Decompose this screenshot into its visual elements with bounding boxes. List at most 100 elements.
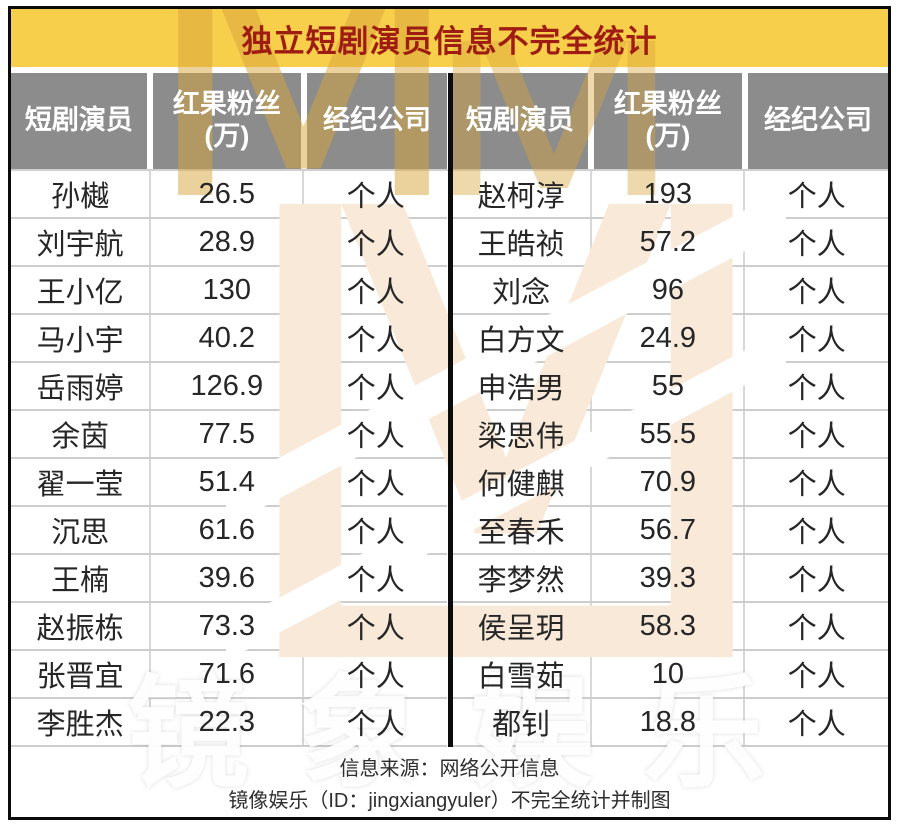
fans-count: 40.2	[198, 321, 256, 354]
agency-cell: 个人	[304, 651, 447, 697]
column-header-fans: 红果粉丝 (万)	[152, 73, 302, 169]
actor-name-cell: 翟一莹	[11, 459, 152, 505]
actor-name: 张晋宜	[36, 661, 124, 693]
fans-count: 56.7	[639, 513, 697, 546]
column-header-actor: 短剧演员	[452, 73, 588, 169]
agency-label: 个人	[346, 613, 405, 645]
column-header-actor: 短剧演员	[11, 73, 147, 169]
actor-name-cell: 刘宇航	[11, 219, 152, 265]
table-row: 至春禾 56.7 个人	[452, 507, 888, 555]
actor-name: 孙樾	[51, 181, 110, 213]
stats-table-card: 独立短剧演员信息不完全统计 短剧演员 红果粉丝 (万) 经纪公司 短剧演员	[8, 6, 891, 820]
table-row: 梁思伟 55.5 个人	[452, 411, 888, 459]
table-row: 刘宇航 28.9 个人	[11, 219, 447, 267]
fans-count: 26.5	[198, 177, 256, 210]
actor-name: 梁思伟	[477, 421, 565, 453]
actor-name: 刘宇航	[36, 229, 124, 261]
actor-name-cell: 赵柯淳	[452, 171, 593, 217]
table-row: 李胜杰 22.3 个人	[11, 699, 447, 747]
actor-name-cell: 白方文	[452, 315, 593, 361]
title-header-gap	[11, 67, 888, 73]
fans-count: 10	[651, 657, 684, 690]
agency-cell: 个人	[745, 219, 888, 265]
fans-count-cell: 57.2	[592, 219, 746, 265]
title-bar: 独立短剧演员信息不完全统计	[11, 9, 888, 67]
credit-note: 镜像娱乐（ID：jingxiangyuler）不完全统计并制图	[228, 789, 671, 812]
agency-cell: 个人	[745, 555, 888, 601]
column-header-fans: 红果粉丝 (万)	[593, 73, 743, 169]
agency-label: 个人	[787, 709, 846, 741]
table-row: 岳雨婷 126.9 个人	[11, 363, 447, 411]
fans-count-cell: 70.9	[592, 459, 746, 505]
column-header-agency: 经纪公司	[307, 73, 448, 169]
table-row: 翟一莹 51.4 个人	[11, 459, 447, 507]
agency-cell: 个人	[745, 267, 888, 313]
agency-label: 个人	[346, 229, 405, 261]
actor-name-cell: 王皓祯	[452, 219, 593, 265]
fans-count: 71.6	[198, 657, 256, 690]
agency-label: 个人	[787, 181, 846, 213]
actor-name: 李胜杰	[36, 709, 124, 741]
agency-cell: 个人	[304, 411, 447, 457]
fans-count: 96	[651, 273, 684, 306]
actor-name-cell: 王小亿	[11, 267, 152, 313]
actor-name-cell: 沉思	[11, 507, 152, 553]
table-row: 赵柯淳 193 个人	[452, 171, 888, 219]
agency-cell: 个人	[745, 363, 888, 409]
fans-count-cell: 73.3	[151, 603, 305, 649]
actor-name-cell: 马小宇	[11, 315, 152, 361]
fans-count-cell: 193	[592, 171, 746, 217]
table-row: 王皓祯 57.2 个人	[452, 219, 888, 267]
page-title: 独立短剧演员信息不完全统计	[241, 23, 658, 59]
fans-count: 18.8	[639, 705, 697, 738]
fans-count-cell: 40.2	[151, 315, 305, 361]
fans-count-cell: 96	[592, 267, 746, 313]
actor-name: 李梦然	[477, 565, 565, 597]
agency-cell: 个人	[745, 411, 888, 457]
agency-label: 个人	[787, 565, 846, 597]
actor-name: 刘念	[492, 277, 551, 309]
actor-name-cell: 孙樾	[11, 171, 152, 217]
fans-count: 58.3	[639, 609, 697, 642]
actor-name-cell: 赵振栋	[11, 603, 152, 649]
agency-cell: 个人	[745, 171, 888, 217]
agency-cell: 个人	[304, 699, 447, 745]
header-half-left: 短剧演员 红果粉丝 (万) 经纪公司	[11, 73, 448, 169]
agency-label: 个人	[346, 325, 405, 357]
actor-name: 都钊	[492, 709, 551, 741]
agency-cell: 个人	[745, 699, 888, 745]
agency-label: 个人	[346, 565, 405, 597]
agency-label: 个人	[787, 325, 846, 357]
agency-cell: 个人	[304, 219, 447, 265]
column-header-agency: 经纪公司	[748, 73, 888, 169]
fans-count-cell: 126.9	[151, 363, 305, 409]
agency-label: 个人	[787, 373, 846, 405]
agency-cell: 个人	[304, 459, 447, 505]
agency-cell: 个人	[304, 507, 447, 553]
fans-count: 39.3	[639, 561, 697, 594]
fans-count-cell: 56.7	[592, 507, 746, 553]
fans-count-cell: 39.6	[151, 555, 305, 601]
agency-label: 个人	[346, 277, 405, 309]
fans-count-cell: 55	[592, 363, 746, 409]
actor-name: 白雪茹	[477, 661, 565, 693]
fans-count: 130	[202, 273, 252, 306]
agency-label: 个人	[787, 661, 846, 693]
actor-name-cell: 余茵	[11, 411, 152, 457]
fans-count-cell: 18.8	[592, 699, 746, 745]
fans-count: 24.9	[639, 321, 697, 354]
source-note: 信息来源：网络公开信息	[339, 757, 560, 780]
actor-name-cell: 刘念	[452, 267, 593, 313]
agency-label: 个人	[787, 277, 846, 309]
fans-count-cell: 71.6	[151, 651, 305, 697]
header-half-right: 短剧演员 红果粉丝 (万) 经纪公司	[452, 73, 888, 169]
actor-name: 岳雨婷	[36, 373, 124, 405]
footer-notes: 信息来源：网络公开信息 镜像娱乐（ID：jingxiangyuler）不完全统计…	[11, 747, 888, 817]
fans-count: 57.2	[639, 225, 697, 258]
actor-name-cell: 至春禾	[452, 507, 593, 553]
table-row: 赵振栋 73.3 个人	[11, 603, 447, 651]
table-body-left: 孙樾 26.5 个人 刘宇航 28.9 个人 王小亿 130 个人 马小宇 40.2 个人 岳雨婷 126…	[11, 171, 447, 747]
fans-count-cell: 24.9	[592, 315, 746, 361]
actor-name-cell: 李梦然	[452, 555, 593, 601]
